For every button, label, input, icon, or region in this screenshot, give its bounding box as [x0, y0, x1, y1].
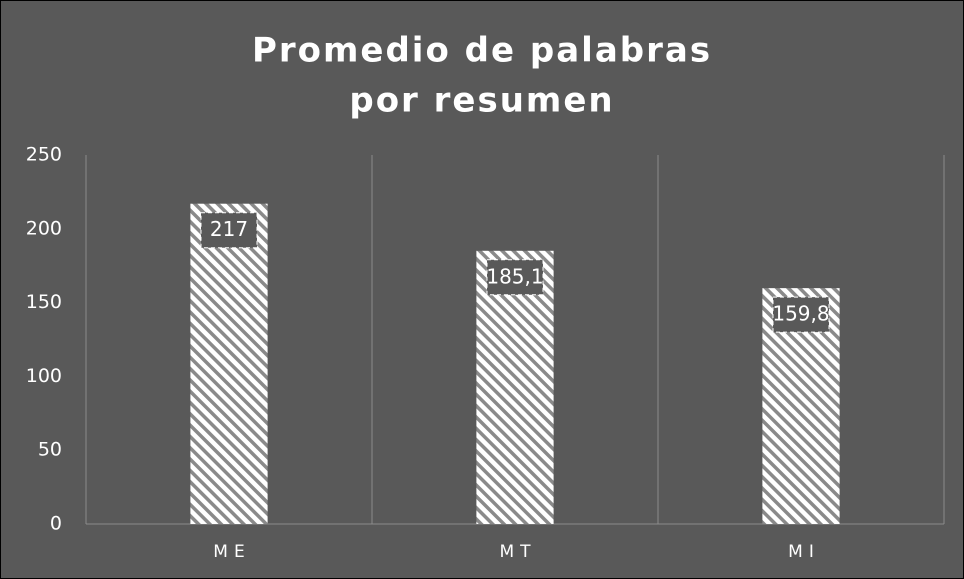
- chart-title: por resumen: [349, 81, 614, 121]
- y-tick-label: 0: [50, 513, 62, 535]
- x-tick-label: ME: [213, 542, 250, 562]
- chart-title: Promedio de palabras: [252, 31, 712, 71]
- value-label-box: [772, 296, 830, 333]
- y-tick-label: 50: [38, 439, 62, 461]
- value-label: 217: [210, 217, 248, 241]
- x-tick-label: MT: [499, 542, 536, 562]
- value-label-box: [486, 259, 544, 296]
- y-tick-label: 200: [26, 217, 62, 239]
- value-label-box: [200, 212, 258, 249]
- value-label: 185,1: [486, 264, 543, 288]
- y-tick-label: 100: [26, 365, 62, 387]
- y-tick-label: 250: [26, 144, 62, 166]
- y-tick-label: 150: [26, 291, 62, 313]
- x-tick-label: MI: [788, 542, 820, 562]
- value-label: 159,8: [772, 302, 829, 326]
- bar: [476, 250, 554, 524]
- bar: [190, 203, 268, 524]
